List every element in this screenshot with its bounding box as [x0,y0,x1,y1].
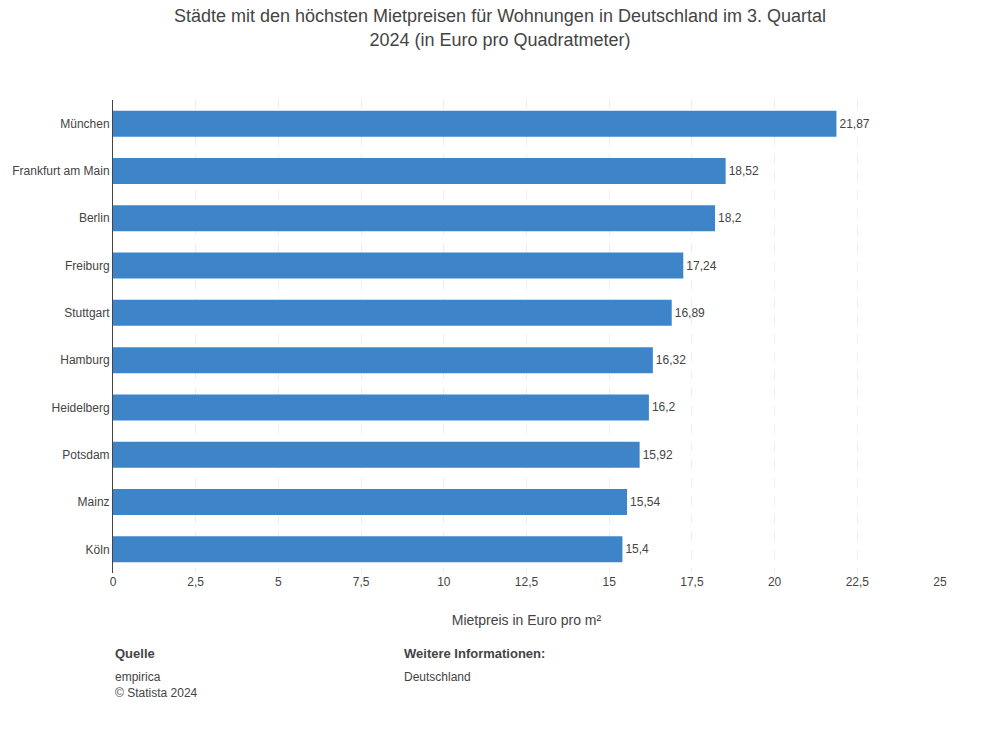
svg-text:10: 10 [437,575,451,589]
svg-text:22,5: 22,5 [846,575,870,589]
svg-text:15,54: 15,54 [630,495,660,509]
svg-text:17,24: 17,24 [686,259,716,273]
svg-text:5: 5 [275,575,282,589]
svg-text:18,52: 18,52 [729,164,759,178]
svg-text:empirica© Statista 2024: empirica© Statista 2024 [115,670,198,700]
svg-text:Deutschland: Deutschland [404,670,471,684]
svg-text:15: 15 [603,575,617,589]
svg-text:21,87: 21,87 [839,117,869,131]
svg-text:12,5: 12,5 [515,575,539,589]
svg-text:Berlin: Berlin [79,211,110,225]
svg-text:Mietpreis in Euro pro m²: Mietpreis in Euro pro m² [452,612,602,628]
svg-text:7,5: 7,5 [353,575,370,589]
svg-text:0: 0 [110,575,117,589]
svg-text:München: München [60,117,109,131]
svg-text:20: 20 [768,575,782,589]
svg-text:Hamburg: Hamburg [60,353,109,367]
svg-text:Mainz: Mainz [78,495,110,509]
svg-text:Köln: Köln [86,543,110,557]
svg-text:15,4: 15,4 [625,542,649,556]
svg-text:Frankfurt am Main: Frankfurt am Main [12,164,109,178]
svg-text:16,32: 16,32 [656,353,686,367]
svg-text:17,5: 17,5 [680,575,704,589]
svg-text:16,89: 16,89 [675,306,705,320]
svg-text:25: 25 [933,575,947,589]
svg-text:Freiburg: Freiburg [65,259,110,273]
svg-text:Potsdam: Potsdam [62,448,109,462]
svg-text:16,2: 16,2 [652,400,676,414]
svg-text:Weitere Informationen:: Weitere Informationen: [404,646,545,661]
svg-text:15,92: 15,92 [643,448,673,462]
svg-text:Quelle: Quelle [115,646,155,661]
svg-text:Städte mit den höchsten Mietpr: Städte mit den höchsten Mietpreisen für … [174,6,826,49]
svg-text:18,2: 18,2 [718,211,742,225]
svg-text:2,5: 2,5 [187,575,204,589]
svg-text:Heidelberg: Heidelberg [52,401,110,415]
svg-text:Stuttgart: Stuttgart [64,306,110,320]
